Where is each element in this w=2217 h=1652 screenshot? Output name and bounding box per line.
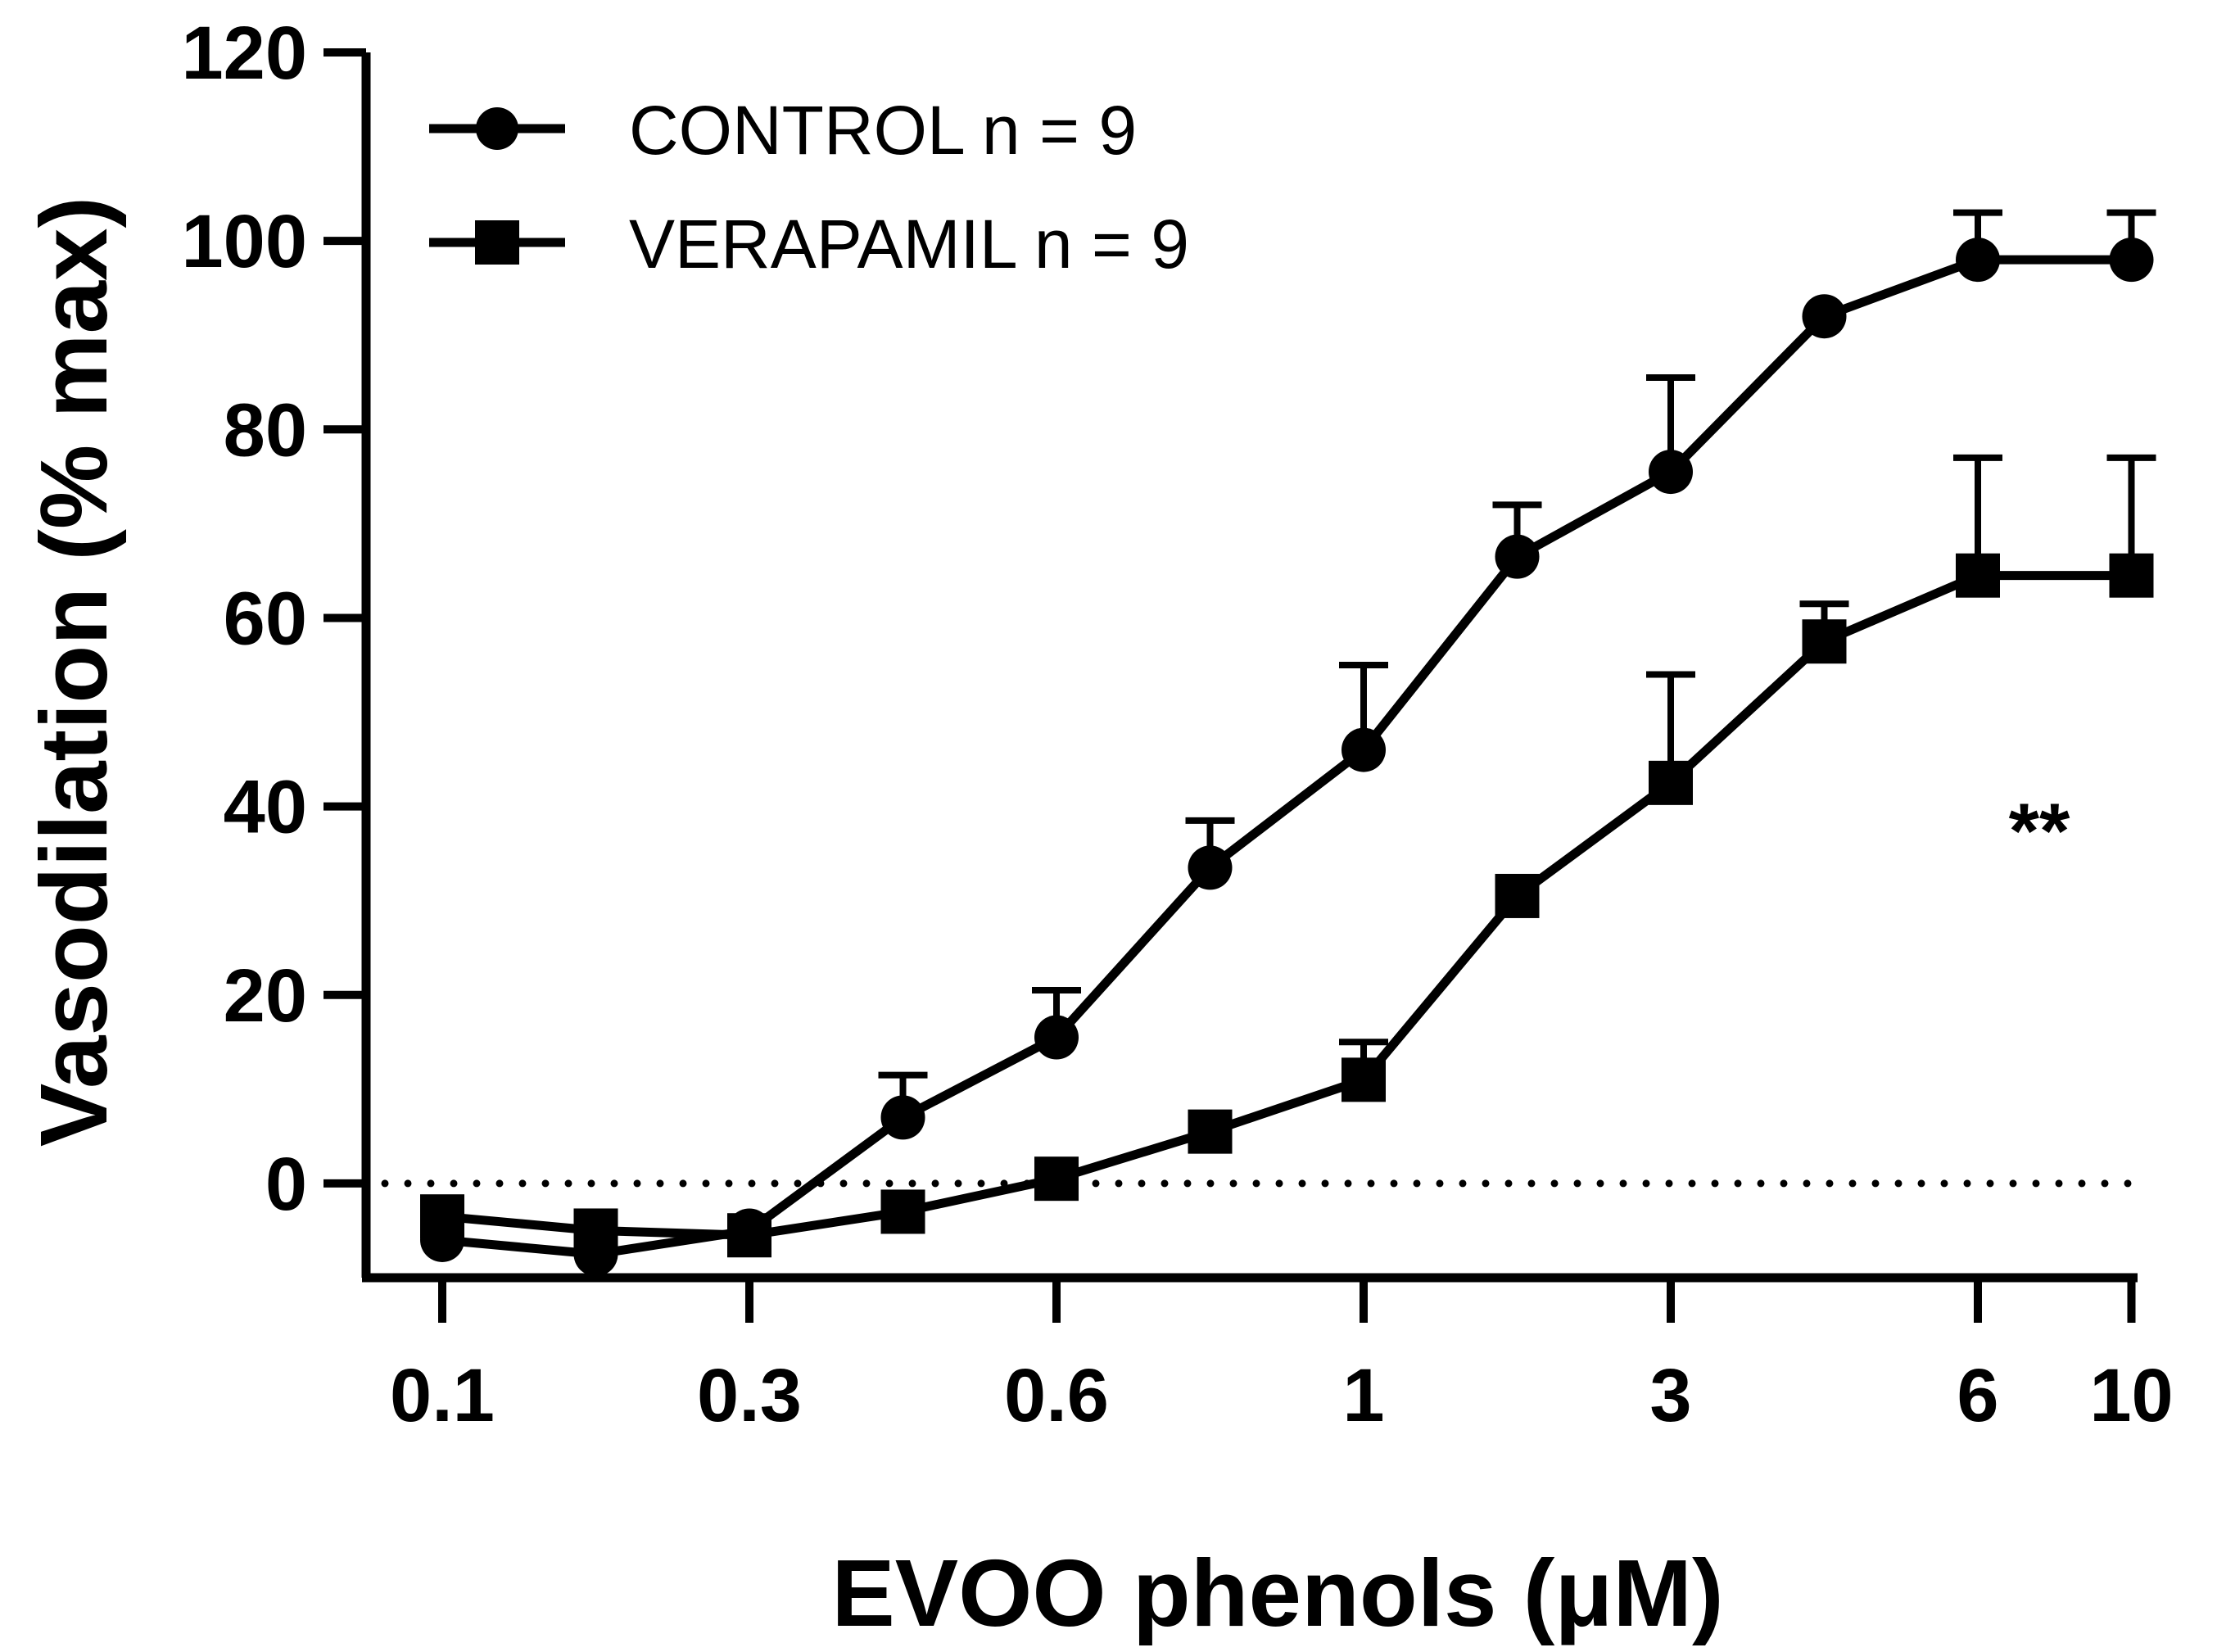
x-tick-label-1: 1 <box>1342 1354 1384 1437</box>
y-tick-label-60: 60 <box>224 577 307 660</box>
data-point <box>1495 534 1540 579</box>
y-axis-title: Vasodilation (% max) <box>20 197 127 1147</box>
x-ticks: 0.1 0.3 0.6 1 3 6 10 <box>390 1278 2174 1437</box>
data-point <box>1649 760 1693 805</box>
data-point <box>2109 238 2154 283</box>
legend-verapamil-marker <box>475 220 519 265</box>
legend: CONTROL n = 9 VERAPAMIL n = 9 <box>429 92 1189 283</box>
significance-annotation: ** <box>2009 788 2070 876</box>
data-point <box>1802 294 1847 339</box>
data-point <box>1188 1109 1233 1154</box>
series-line <box>441 571 2132 1240</box>
data-point <box>1956 553 2000 598</box>
y-tick-label-20: 20 <box>224 954 307 1038</box>
data-point <box>573 1208 618 1253</box>
x-tick-label-0.1: 0.1 <box>390 1354 495 1437</box>
data-point <box>880 1189 925 1234</box>
data-point <box>1034 1015 1079 1060</box>
data-point <box>1495 873 1540 918</box>
y-tick-label-0: 0 <box>265 1143 307 1226</box>
axes <box>361 52 2138 1283</box>
x-tick-label-3: 3 <box>1649 1354 1691 1437</box>
y-tick-label-40: 40 <box>224 766 307 849</box>
data-point <box>1034 1156 1079 1202</box>
legend-control-marker <box>476 107 518 150</box>
y-ticks: 0 20 40 60 80 100 120 <box>182 11 366 1226</box>
series-verapamil <box>420 454 2156 1258</box>
data-point <box>1342 727 1386 772</box>
data-point <box>727 1213 771 1258</box>
legend-verapamil-label: VERAPAMIL n = 9 <box>629 206 1189 283</box>
x-tick-label-0.3: 0.3 <box>697 1354 802 1437</box>
data-point <box>1188 845 1233 890</box>
series-control <box>420 209 2156 1277</box>
data-point <box>2109 553 2154 598</box>
y-tick-label-80: 80 <box>224 388 307 472</box>
x-tick-label-10: 10 <box>2089 1354 2173 1437</box>
data-point <box>1802 619 1847 664</box>
x-tick-label-0.6: 0.6 <box>1004 1354 1109 1437</box>
data-point <box>1649 450 1693 495</box>
data-point <box>880 1095 925 1140</box>
series-layer <box>420 209 2156 1277</box>
y-tick-label-100: 100 <box>182 200 308 283</box>
x-tick-label-6: 6 <box>1957 1354 1998 1437</box>
data-point <box>1956 238 2000 283</box>
y-tick-label-120: 120 <box>182 11 308 95</box>
x-axis-title: EVOO phenols (μM) <box>831 1540 1723 1646</box>
data-point <box>420 1194 464 1239</box>
data-point <box>1342 1057 1386 1102</box>
legend-control-label: CONTROL n = 9 <box>629 92 1137 169</box>
